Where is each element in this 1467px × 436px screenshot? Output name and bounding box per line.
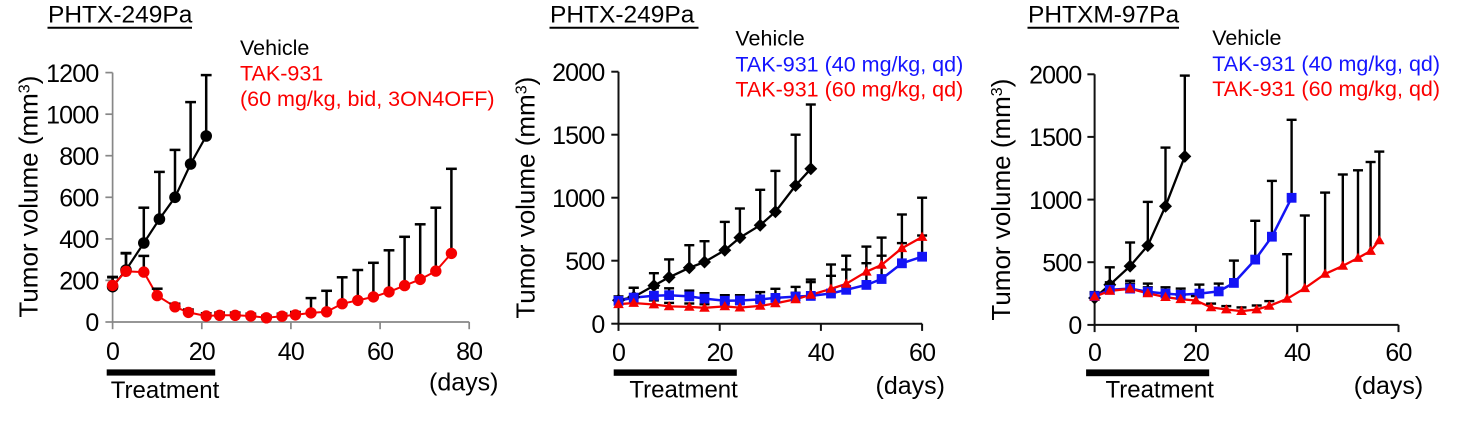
svg-text:60: 60 [1385,339,1411,367]
svg-text:Treatment: Treatment [111,377,220,404]
svg-text:TAK-931 (60 mg/kg, qd): TAK-931 (60 mg/kg, qd) [735,78,963,102]
svg-text:20: 20 [707,339,733,367]
svg-text:Vehicle: Vehicle [735,27,804,51]
svg-text:(days): (days) [876,372,945,400]
svg-text:60: 60 [367,338,393,366]
svg-text:20: 20 [189,338,215,366]
svg-text:1500: 1500 [1029,124,1081,152]
svg-text:500: 500 [1042,249,1081,277]
svg-text:40: 40 [808,339,834,367]
svg-text:1000: 1000 [552,185,604,213]
svg-text:(60 mg/kg, bid, 3ON4OFF): (60 mg/kg, bid, 3ON4OFF) [240,87,495,111]
svg-text:Tumor volume (mm3): Tumor volume (mm3) [14,76,44,318]
svg-text:TAK-931 (40 mg/kg, qd): TAK-931 (40 mg/kg, qd) [735,52,963,76]
svg-text:40: 40 [278,338,304,366]
svg-text:0: 0 [1068,312,1081,340]
svg-text:0: 0 [1088,339,1101,367]
svg-text:PHTXM-97Pa: PHTXM-97Pa [1028,2,1180,29]
svg-text:40: 40 [1284,339,1310,367]
svg-text:2000: 2000 [552,59,604,87]
svg-text:200: 200 [59,268,98,296]
svg-text:1000: 1000 [1029,187,1081,215]
svg-text:1500: 1500 [552,122,604,150]
svg-text:TAK-931: TAK-931 [240,62,323,86]
svg-text:60: 60 [909,339,935,367]
svg-text:20: 20 [1183,339,1209,367]
svg-text:TAK-931 (60 mg/kg, qd): TAK-931 (60 mg/kg, qd) [1212,77,1440,101]
svg-text:PHTX-249Pa: PHTX-249Pa [48,2,193,29]
svg-text:0: 0 [85,309,98,337]
svg-text:TAK-931 (40 mg/kg, qd): TAK-931 (40 mg/kg, qd) [1212,52,1440,76]
svg-text:Vehicle: Vehicle [1212,26,1281,50]
svg-text:(days): (days) [1354,372,1423,400]
svg-text:1200: 1200 [46,60,98,88]
svg-text:600: 600 [59,185,98,213]
svg-text:Treatment: Treatment [1105,377,1214,404]
svg-text:Treatment: Treatment [629,377,738,404]
svg-text:800: 800 [59,143,98,171]
svg-text:80: 80 [456,338,482,366]
svg-text:1000: 1000 [46,101,98,129]
svg-text:Tumor volume (mm3): Tumor volume (mm3) [986,79,1016,321]
svg-text:PHTX-249Pa: PHTX-249Pa [550,2,695,29]
svg-text:Tumor volume (mm3): Tumor volume (mm3) [511,77,541,319]
svg-text:0: 0 [106,338,119,366]
svg-text:(days): (days) [429,369,498,397]
svg-text:500: 500 [565,248,604,276]
svg-text:0: 0 [612,339,625,367]
svg-text:400: 400 [59,226,98,254]
svg-text:Vehicle: Vehicle [240,36,309,60]
svg-text:0: 0 [591,311,604,339]
svg-text:2000: 2000 [1029,62,1081,90]
